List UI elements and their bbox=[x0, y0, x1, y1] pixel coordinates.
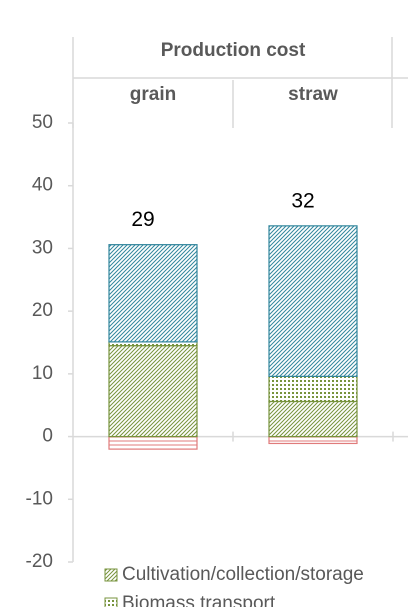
y-tick-label: 40 bbox=[32, 175, 53, 196]
category-label: straw bbox=[288, 84, 338, 105]
y-tick-label: -20 bbox=[26, 551, 53, 572]
bar-segment bbox=[268, 375, 358, 403]
legend-swatch bbox=[104, 597, 118, 607]
bar-segment bbox=[268, 435, 358, 445]
y-tick-label: 10 bbox=[32, 363, 53, 384]
category-label: grain bbox=[130, 84, 176, 105]
y-tick-label: 50 bbox=[32, 112, 53, 133]
y-tick-label: 0 bbox=[42, 426, 53, 447]
header-title: Production cost bbox=[161, 40, 306, 61]
bar-segment bbox=[108, 435, 198, 450]
legend-label: Biomass transport bbox=[122, 593, 276, 607]
bar-segment bbox=[268, 225, 358, 377]
value-label: 29 bbox=[131, 208, 154, 231]
legend-label: Cultivation/collection/storage bbox=[122, 564, 364, 585]
y-tick-label: 30 bbox=[32, 237, 53, 258]
y-tick-label: -10 bbox=[26, 488, 53, 509]
bar-segment bbox=[268, 400, 358, 438]
legend-swatch bbox=[104, 568, 118, 582]
bar-segment bbox=[108, 244, 198, 343]
bar-segment bbox=[108, 345, 198, 438]
y-tick-label: 20 bbox=[32, 300, 53, 321]
value-label: 32 bbox=[291, 189, 314, 212]
